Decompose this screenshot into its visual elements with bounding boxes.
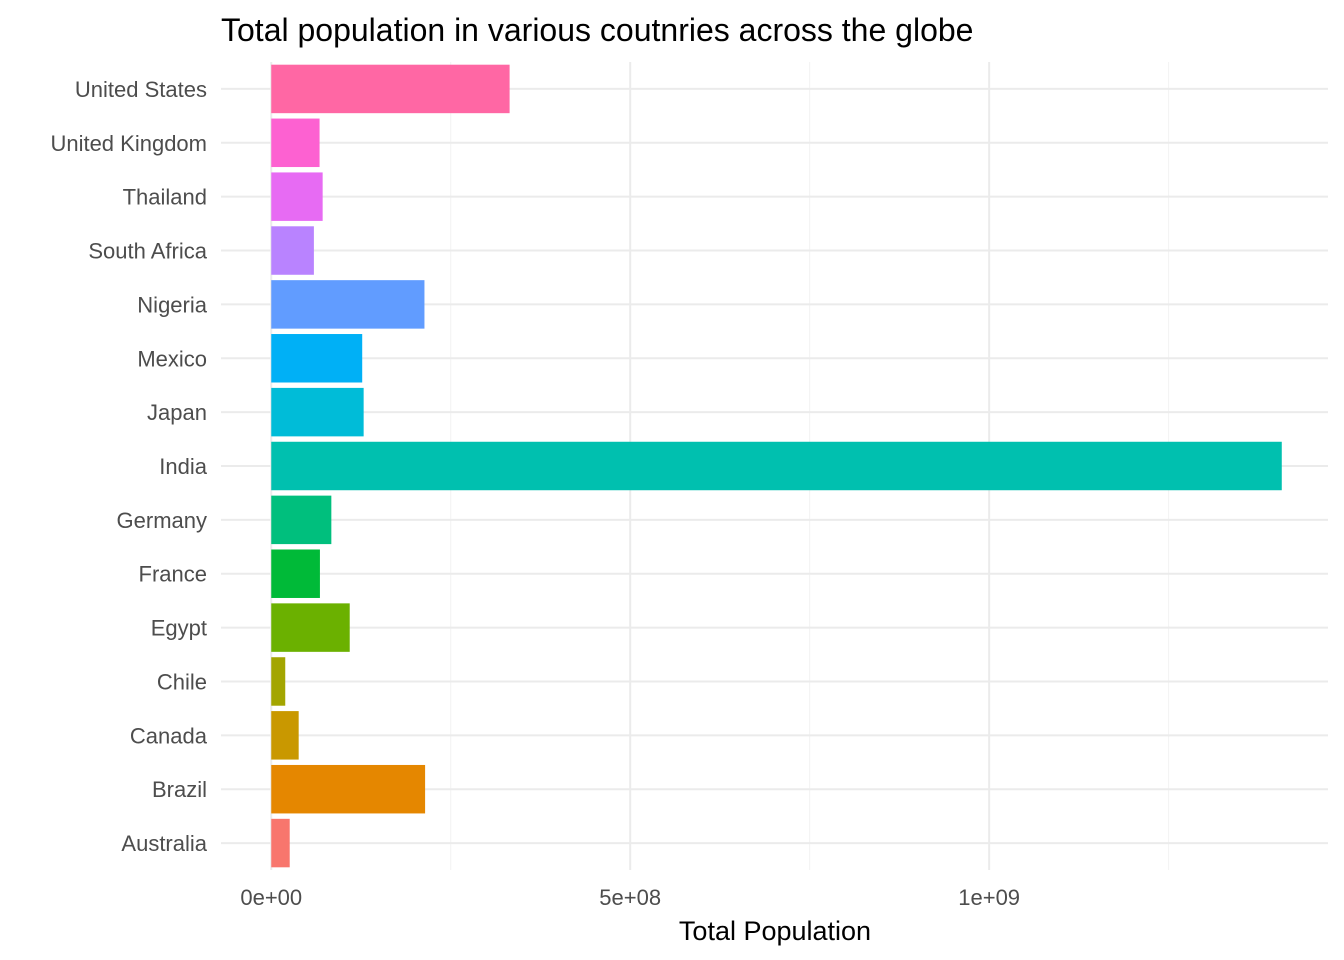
y-tick-label: Germany: [117, 508, 207, 533]
bar-japan: [271, 387, 364, 437]
x-tick-label: 1e+09: [958, 885, 1020, 910]
bar-india: [271, 441, 1282, 491]
y-tick-label: United Kingdom: [50, 131, 207, 156]
bar-nigeria: [271, 280, 425, 329]
bars-layer: [271, 64, 1282, 868]
y-tick-label: Australia: [121, 831, 207, 856]
chart-title: Total population in various coutnries ac…: [221, 12, 973, 48]
bar-united-states: [271, 64, 510, 114]
y-tick-label: Japan: [147, 400, 207, 425]
x-tick-label: 5e+08: [599, 885, 661, 910]
y-tick-label: United States: [75, 77, 207, 102]
y-tick-label: Brazil: [152, 777, 207, 802]
y-tick-label: India: [159, 454, 207, 479]
bar-chile: [271, 657, 286, 706]
y-tick-label: South Africa: [88, 239, 207, 264]
x-axis-label: Total Population: [679, 916, 871, 946]
x-tick-label: 0e+00: [240, 885, 302, 910]
bar-egypt: [271, 603, 350, 652]
y-tick-label: France: [139, 562, 207, 587]
bar-south-africa: [271, 226, 314, 275]
y-tick-label: Chile: [157, 669, 207, 694]
bar-united-kingdom: [271, 118, 320, 168]
y-tick-labels: Australia Brazil Canada Chile Egypt France Ger…: [50, 77, 207, 856]
bar-brazil: [271, 764, 426, 814]
bar-germany: [271, 495, 332, 545]
y-tick-label: Canada: [130, 723, 208, 748]
bar-thailand: [271, 172, 323, 221]
bar-canada: [271, 711, 299, 760]
y-tick-label: Mexico: [137, 346, 207, 371]
y-tick-label: Egypt: [151, 616, 207, 641]
y-tick-label: Thailand: [123, 185, 207, 210]
bar-mexico: [271, 334, 363, 383]
y-tick-label: Nigeria: [137, 292, 207, 317]
bar-france: [271, 549, 320, 598]
bar-australia: [271, 818, 290, 868]
x-tick-labels: 0e+00 5e+08 1e+09: [240, 885, 1020, 910]
